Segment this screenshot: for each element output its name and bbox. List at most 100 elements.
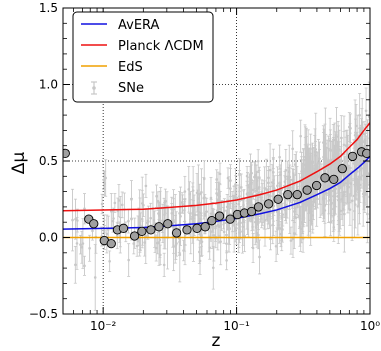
binned-marker	[214, 211, 225, 221]
binned-marker	[347, 151, 358, 162]
sne-point	[216, 199, 220, 251]
sne-point	[120, 191, 124, 219]
binned-marker	[154, 222, 164, 232]
sne-point	[336, 120, 340, 153]
binned-marker	[192, 223, 202, 233]
sne-point	[78, 234, 82, 255]
sne-point	[218, 162, 222, 186]
binned-marker	[106, 238, 116, 249]
legend-label-sne: SNe	[118, 81, 144, 96]
sne-point	[278, 164, 282, 185]
sne-point	[332, 199, 336, 231]
sne-point	[81, 218, 85, 269]
sne-point	[356, 177, 360, 236]
sne-point	[337, 179, 341, 222]
legend-swatch-sne	[91, 81, 97, 95]
y-tick-label: 1.5	[39, 1, 58, 15]
binned-marker	[337, 163, 347, 174]
binned-marker	[283, 190, 293, 200]
sne-point	[172, 189, 176, 254]
x-axis-label: z	[212, 331, 221, 351]
binned-marker	[302, 185, 312, 195]
sne-point	[180, 192, 184, 213]
binned-marker	[292, 190, 302, 200]
sne-point	[225, 250, 229, 271]
binned-marker	[329, 174, 339, 185]
sne-point	[102, 170, 106, 190]
y-tick-label: 1.0	[39, 78, 58, 92]
binned-marker	[225, 214, 235, 224]
sne-point	[227, 203, 231, 253]
sne-point	[108, 250, 112, 273]
sne-point	[162, 252, 166, 277]
sne-point	[237, 224, 241, 254]
legend: AvERA Planck ΛCDM EdS SNe	[72, 11, 214, 103]
sne-point	[364, 87, 368, 134]
sne-point	[71, 188, 75, 252]
sne-point	[74, 198, 78, 240]
binned-marker	[207, 216, 217, 226]
sne-point	[109, 193, 113, 230]
sne-point	[117, 184, 121, 217]
binned-marker	[264, 199, 274, 209]
sne-point	[226, 167, 230, 189]
sne-point	[358, 163, 362, 192]
axis-ticks: 10⁻² 10⁻¹ 10⁰ −0.5 0.0 0.5 1.0 1.5	[29, 1, 380, 333]
sne-point	[331, 124, 335, 156]
sne-point	[255, 170, 259, 191]
legend-label-avera: AvERA	[118, 18, 160, 33]
sne-point	[73, 245, 77, 284]
sne-point	[187, 166, 191, 213]
sne-point	[222, 220, 226, 244]
binned-points	[63, 147, 370, 249]
sne-point	[82, 255, 86, 276]
x-tick-label: 10⁰	[360, 319, 380, 333]
sne-point	[289, 226, 293, 255]
sne-point	[129, 180, 133, 219]
sne-point	[297, 203, 301, 229]
y-axis-label: Δμ	[9, 152, 29, 175]
sne-point	[274, 230, 278, 262]
x-tick-label: 10⁻¹	[223, 319, 250, 333]
binned-marker	[171, 228, 182, 238]
sne-point	[239, 173, 243, 201]
sne-point	[251, 233, 255, 263]
sne-point	[232, 185, 236, 208]
x-tick-label: 10⁻²	[90, 319, 117, 333]
binned-marker	[129, 231, 140, 241]
binned-marker	[137, 226, 147, 237]
binned-marker	[63, 148, 70, 158]
binned-marker	[253, 202, 264, 212]
binned-marker	[320, 173, 330, 183]
sne-point	[105, 214, 109, 254]
line-planck	[63, 122, 370, 212]
sne-point	[192, 194, 196, 220]
binned-marker	[362, 148, 370, 158]
sne-point	[338, 192, 342, 230]
binned-marker	[246, 206, 257, 217]
y-tick-label: 0.5	[39, 154, 58, 168]
sne-point	[309, 160, 313, 212]
sne-point	[104, 159, 108, 197]
legend-label-planck: Planck ΛCDM	[118, 39, 204, 54]
sne-point	[249, 164, 253, 195]
sne-point	[252, 161, 256, 193]
sne-point	[258, 239, 262, 275]
sne-point	[215, 182, 219, 205]
sne-point	[144, 173, 148, 198]
y-tick-label: 0.0	[39, 231, 58, 245]
sne-point	[93, 244, 97, 311]
sne-point	[211, 245, 215, 290]
sne-point	[268, 143, 272, 197]
binned-marker	[200, 222, 210, 232]
sne-point	[290, 168, 294, 207]
sne-point	[341, 192, 345, 226]
binned-marker	[273, 194, 283, 204]
legend-label-eds: EdS	[118, 60, 143, 75]
sne-point	[228, 164, 232, 197]
binned-marker	[182, 225, 192, 235]
sne-point	[197, 239, 201, 264]
sne-point	[170, 196, 174, 222]
sne-point	[202, 160, 206, 198]
binned-marker	[163, 219, 173, 229]
